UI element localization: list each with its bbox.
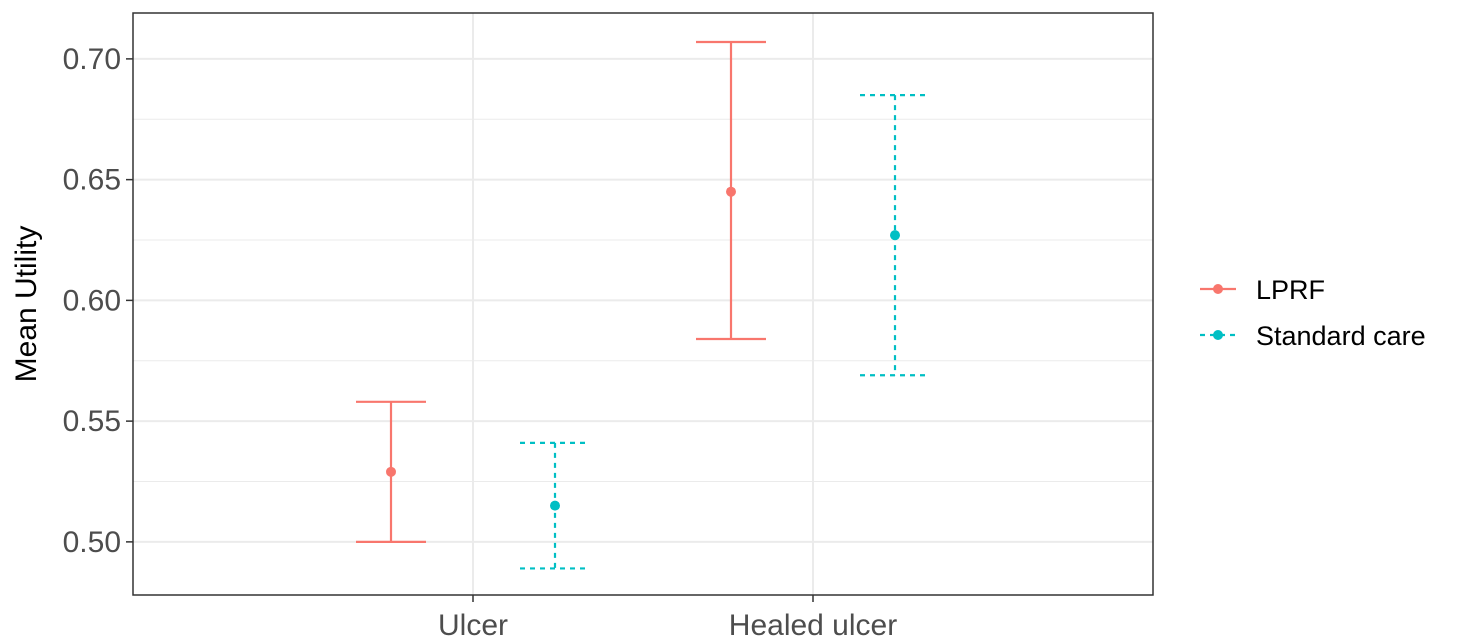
- y-tick-label: 0.50: [63, 526, 121, 559]
- x-tick-label: Healed ulcer: [729, 609, 897, 637]
- y-tick-label: 0.55: [63, 405, 121, 438]
- y-tick-label: 0.70: [63, 43, 121, 76]
- legend-label: LPRF: [1256, 275, 1325, 305]
- major-gridlines: [133, 13, 1153, 595]
- x-tick-label: Ulcer: [438, 609, 508, 637]
- y-tick-label: 0.60: [63, 284, 121, 317]
- y-axis: 0.50 0.55 0.60 0.65 0.70: [63, 43, 133, 559]
- legend-label: Standard care: [1256, 321, 1426, 351]
- legend: LPRF Standard care: [1200, 275, 1426, 351]
- y-tick-label: 0.65: [63, 164, 121, 197]
- mean-point: [550, 500, 560, 511]
- series-layer: [356, 40, 930, 570]
- y-axis-title: Mean Utility: [10, 226, 43, 383]
- mean-point: [890, 230, 900, 241]
- legend-key-point: [1213, 330, 1223, 340]
- minor-gridlines: [133, 118, 1153, 482]
- legend-key-point: [1213, 284, 1223, 294]
- mean-point: [726, 186, 736, 197]
- mean-point: [386, 466, 396, 477]
- x-axis: Ulcer Healed ulcer: [438, 595, 897, 637]
- panel-border: [132, 12, 1154, 596]
